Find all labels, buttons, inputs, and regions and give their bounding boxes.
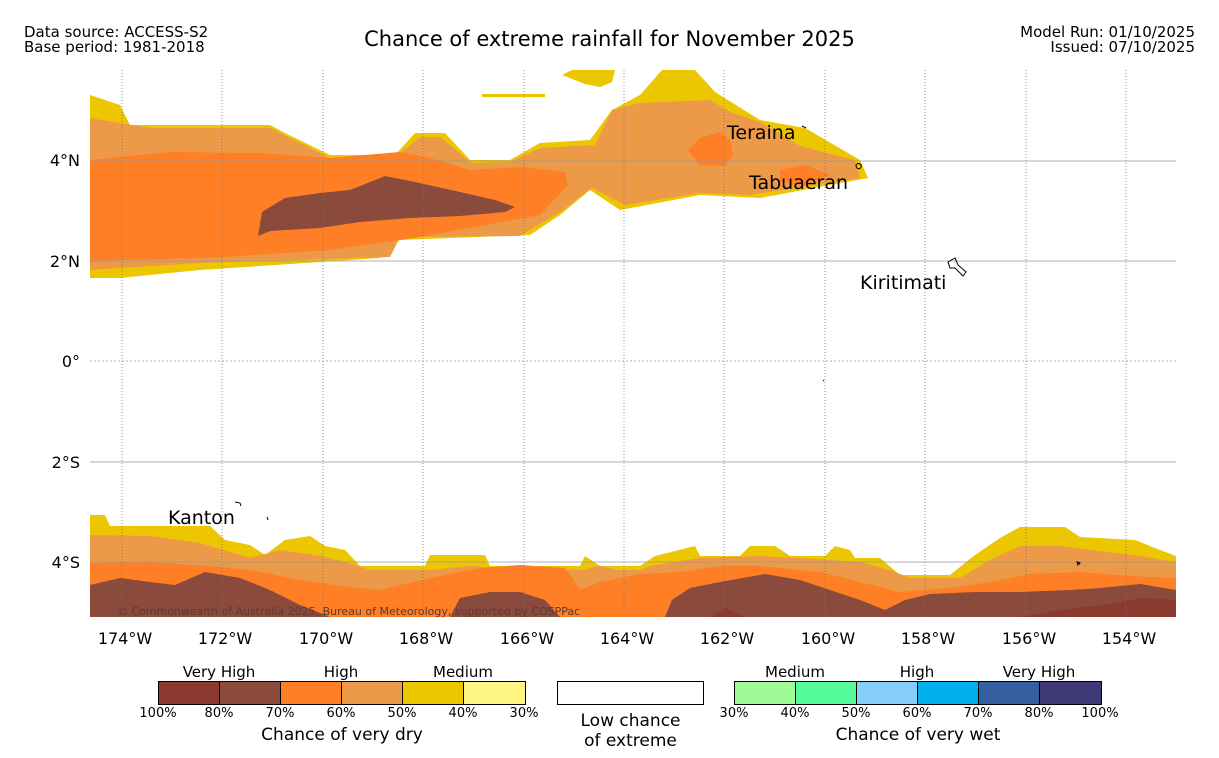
lat-label: 2°S <box>52 453 80 472</box>
island-small-3 <box>822 379 825 382</box>
wet-caption: Chance of very wet <box>835 725 1001 745</box>
dry-caption: Chance of very dry <box>261 725 423 745</box>
north-band-70 <box>258 176 515 236</box>
dry-tick-label: 70% <box>265 706 295 721</box>
wet-cat-very-high: Very High <box>1002 663 1076 681</box>
south-band-80 <box>1020 598 1176 617</box>
copyright-text: © Commonwealth of Australia 2025, Bureau… <box>117 605 580 618</box>
wet-swatch <box>857 682 918 704</box>
island-kiritimati <box>947 257 967 277</box>
wet-tick-label: 40% <box>780 706 810 721</box>
wet-tick-label: 60% <box>902 706 932 721</box>
dry-tick-label: 40% <box>448 706 478 721</box>
lon-label: 154°W <box>1102 629 1157 648</box>
lon-label: 166°W <box>500 629 555 648</box>
wet-cat-high: High <box>899 663 935 681</box>
wet-colorbar <box>734 681 1102 705</box>
map-field <box>90 70 1176 617</box>
lon-label: 164°W <box>600 629 655 648</box>
lon-label: 156°W <box>1002 629 1057 648</box>
place-tabuaeran: Tabuaeran <box>748 172 848 194</box>
wet-swatch <box>918 682 979 704</box>
lat-label: 0° <box>62 352 80 371</box>
dry-cat-medium: Medium <box>433 663 493 681</box>
lon-label: 160°W <box>801 629 856 648</box>
base-period-text: Base period: 1981-2018 <box>24 38 205 56</box>
wet-tick-label: 70% <box>963 706 993 721</box>
lon-label: 168°W <box>399 629 454 648</box>
north-top-40 <box>562 70 615 87</box>
lat-labels: 4°N 2°N 0° 2°S 4°S <box>50 151 80 572</box>
north-spot-60b <box>780 165 830 185</box>
dry-swatch <box>281 682 342 704</box>
dry-cat-very-high: Very High <box>182 663 256 681</box>
dry-swatch <box>464 682 525 704</box>
lon-label: 174°W <box>98 629 153 648</box>
island-small-1 <box>266 516 269 521</box>
model-run-text: Model Run: 01/10/2025 <box>1020 23 1195 41</box>
low-chance-line2: of extreme <box>584 731 677 751</box>
wet-tick-label: 100% <box>1081 706 1119 721</box>
header-right: Model Run: 01/10/2025 Issued: 07/10/2025 <box>1020 25 1195 55</box>
dry-swatch <box>159 682 220 704</box>
wet-tick-label: 30% <box>719 706 749 721</box>
low-chance-swatch <box>557 681 704 705</box>
place-labels: Teraina Tabuaeran Kiritimati Kanton <box>168 122 946 529</box>
place-kanton: Kanton <box>168 507 235 529</box>
wet-swatch <box>979 682 1040 704</box>
wet-swatch <box>1040 682 1101 704</box>
dry-tick-label: 100% <box>139 706 177 721</box>
south-band-70 <box>90 572 330 617</box>
low-chance-label: Low chance of extreme <box>557 711 704 751</box>
lon-label: 162°W <box>700 629 755 648</box>
dry-colorbar <box>158 681 526 705</box>
south-band-80b <box>710 608 745 617</box>
island-kanton <box>234 501 242 507</box>
place-teraina: Teraina <box>726 122 796 144</box>
islands <box>234 125 1081 566</box>
issued-text: Issued: 07/10/2025 <box>1050 38 1195 56</box>
low-chance-line1: Low chance <box>580 711 681 731</box>
dry-tick-label: 60% <box>326 706 356 721</box>
dry-swatch <box>403 682 464 704</box>
lon-labels: 174°W 172°W 170°W 168°W 166°W 164°W 162°… <box>98 629 1157 648</box>
lon-label: 158°W <box>901 629 956 648</box>
wet-tick-label: 50% <box>841 706 871 721</box>
dry-tick-label: 80% <box>204 706 234 721</box>
north-spot-60 <box>688 132 733 166</box>
dry-tick-label: 50% <box>387 706 417 721</box>
dry-cat-high: High <box>323 663 359 681</box>
wet-tick-label: 80% <box>1024 706 1054 721</box>
south-band-70b <box>450 592 560 617</box>
lon-label: 172°W <box>198 629 253 648</box>
place-kiritimati: Kiritimati <box>860 272 946 294</box>
grid-lon <box>121 70 1127 617</box>
data-source-text: Data source: ACCESS-S2 <box>24 23 209 41</box>
lon-label: 170°W <box>299 629 354 648</box>
page-title: Chance of extreme rainfall for November … <box>364 27 855 51</box>
north-sliver-40 <box>482 94 545 97</box>
wet-swatch <box>796 682 857 704</box>
dry-swatch <box>220 682 281 704</box>
lat-label: 4°N <box>50 151 80 170</box>
dry-tick-label: 30% <box>509 706 539 721</box>
island-teraina <box>801 125 807 129</box>
dry-swatch <box>342 682 403 704</box>
island-tabuaeran <box>855 163 862 170</box>
header-left: Data source: ACCESS-S2 Base period: 1981… <box>24 25 208 55</box>
grid <box>90 160 1176 563</box>
lat-label: 2°N <box>50 252 80 271</box>
south-band-70c <box>665 574 1176 617</box>
wet-cat-medium: Medium <box>765 663 825 681</box>
lat-label: 4°S <box>52 553 80 572</box>
island-small-2 <box>1076 561 1081 566</box>
wet-swatch <box>735 682 796 704</box>
